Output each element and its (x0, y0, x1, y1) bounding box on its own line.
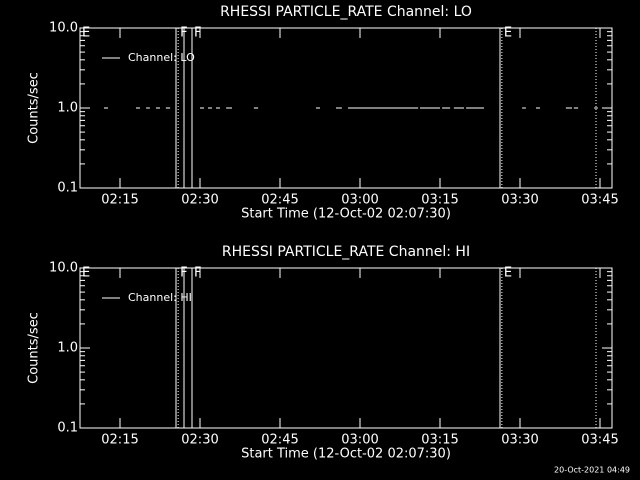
x-axis-title: Start Time (12-Oct-02 02:07:30) (241, 207, 451, 222)
event-label: E (82, 266, 90, 281)
x-tick-label: 03:45 (581, 193, 618, 208)
event-label: F (194, 26, 201, 41)
x-tick-label: 02:30 (181, 433, 218, 448)
chart-title: RHESSI PARTICLE_RATE Channel: LO (220, 4, 472, 20)
x-tick-label: 02:15 (101, 193, 138, 208)
y-tick-label: 0.1 (57, 421, 78, 436)
x-tick-label: 03:15 (421, 433, 458, 448)
x-tick-label: 03:30 (501, 193, 538, 208)
x-tick-label: 03:15 (421, 193, 458, 208)
event-label: F (194, 266, 201, 281)
y-tick-label: 1.0 (57, 101, 78, 116)
x-tick-label: 02:45 (261, 193, 298, 208)
event-label: E (504, 26, 512, 41)
timestamp: 20-Oct-2021 04:49 (554, 466, 630, 475)
y-axis-title: Counts/sec (27, 72, 42, 144)
legend-label: Channel: LO (128, 51, 195, 64)
event-label: E (504, 266, 512, 281)
event-label: E (82, 26, 90, 41)
y-tick-label: 10.0 (49, 21, 78, 36)
x-axis-title: Start Time (12-Oct-02 02:07:30) (241, 447, 451, 462)
y-tick-label: 0.1 (57, 181, 78, 196)
x-tick-label: 02:45 (261, 433, 298, 448)
x-tick-label: 03:00 (341, 193, 378, 208)
chart-title: RHESSI PARTICLE_RATE Channel: HI (222, 244, 470, 260)
x-tick-label: 03:45 (581, 433, 618, 448)
x-tick-label: 02:30 (181, 193, 218, 208)
y-tick-label: 10.0 (49, 261, 78, 276)
x-tick-label: 02:15 (101, 433, 138, 448)
x-tick-label: 03:30 (501, 433, 538, 448)
x-tick-label: 03:00 (341, 433, 378, 448)
legend-label: Channel: HI (128, 291, 192, 304)
y-tick-label: 1.0 (57, 341, 78, 356)
y-axis-title: Counts/sec (27, 312, 42, 384)
